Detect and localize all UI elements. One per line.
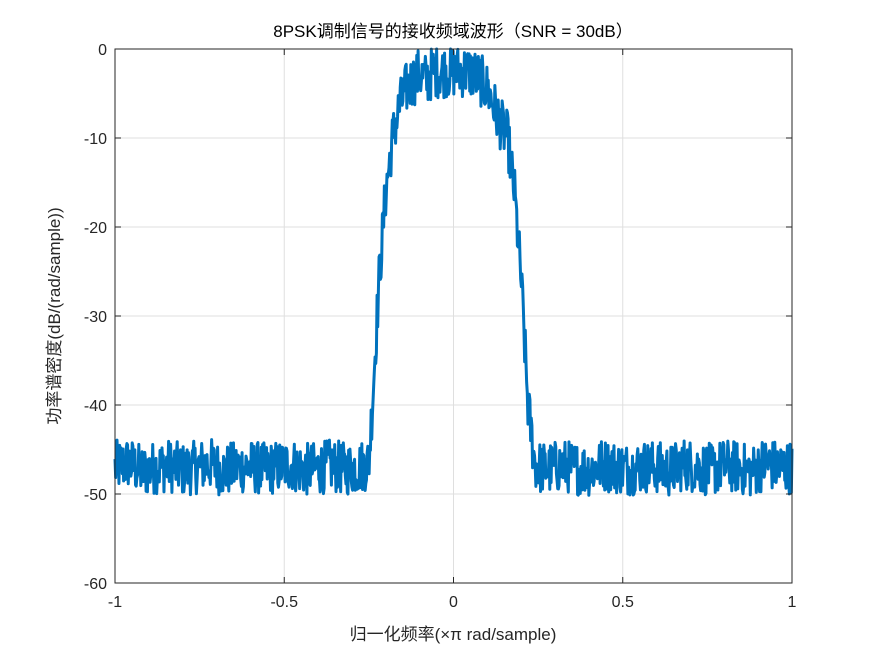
x-axis-label: 归一化频率(×π rad/sample) <box>350 625 557 644</box>
y-tick-label: -20 <box>84 220 107 237</box>
y-tick-label: -30 <box>84 309 107 326</box>
y-tick-label: -10 <box>84 131 107 148</box>
x-tick-label: 0 <box>449 594 458 611</box>
x-tick-label: 0.5 <box>612 594 634 611</box>
axis-ticks: -1 -0.5 0 0.5 1 0 -10 -20 -30 -40 -50 -60 <box>84 42 797 611</box>
y-tick-label: -60 <box>84 576 107 593</box>
psd-series-line <box>113 47 794 497</box>
y-tick-label: -50 <box>84 487 107 504</box>
x-tick-label: -1 <box>108 594 122 611</box>
y-tick-label: -40 <box>84 398 107 415</box>
x-tick-label: 1 <box>788 594 797 611</box>
x-tick-label: -0.5 <box>270 594 298 611</box>
y-axis-label: 功率谱密度(dB/(rad/sample)) <box>45 207 64 424</box>
grid-lines <box>115 49 792 583</box>
chart-title: 8PSK调制信号的接收频域波形（SNR = 30dB） <box>273 22 632 41</box>
y-tick-label: 0 <box>98 42 107 59</box>
